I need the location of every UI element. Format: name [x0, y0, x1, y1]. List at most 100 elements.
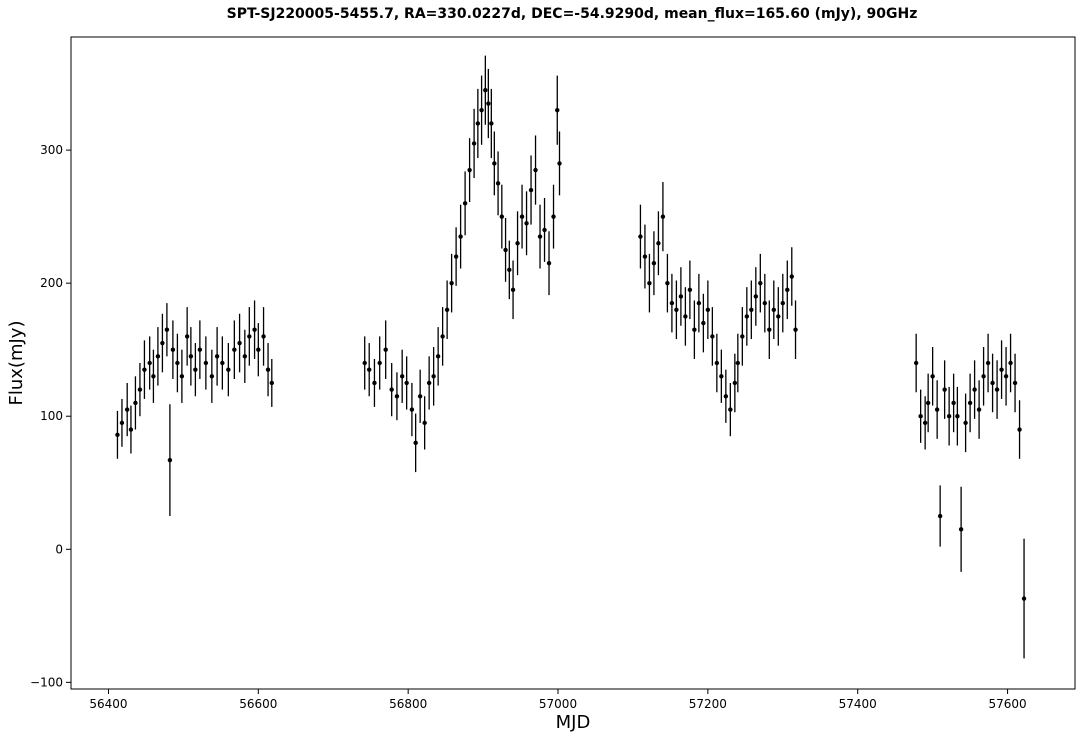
data-point: [749, 307, 754, 312]
data-point: [115, 432, 120, 438]
data-point: [483, 88, 488, 93]
y-tick-label: 200: [40, 276, 63, 290]
data-point: [170, 347, 176, 352]
data-point: [528, 187, 534, 193]
data-point: [976, 407, 982, 412]
x-tick-label: 57000: [539, 697, 577, 711]
data-point: [925, 400, 931, 406]
data-point: [780, 300, 785, 306]
y-tick-label: 0: [55, 542, 63, 556]
data-point: [537, 234, 543, 239]
data-point: [728, 407, 733, 412]
data-point: [372, 380, 377, 386]
data-point: [719, 374, 724, 379]
data-point: [193, 367, 198, 372]
data-point: [647, 280, 652, 286]
data-point: [124, 407, 130, 412]
data-point: [462, 201, 468, 206]
data-point: [426, 380, 432, 386]
y-tick-label: −100: [30, 675, 63, 689]
data-point: [776, 314, 781, 319]
data-point: [486, 101, 491, 106]
data-point: [220, 360, 225, 366]
data-point: [994, 387, 1000, 392]
data-point: [793, 327, 798, 332]
data-point: [951, 400, 956, 406]
data-point: [740, 334, 745, 339]
data-point: [913, 360, 919, 366]
data-point: [467, 167, 472, 173]
data-point: [934, 407, 940, 412]
data-point: [963, 420, 968, 426]
x-tick-label: 57200: [689, 697, 727, 711]
data-point: [967, 400, 973, 406]
data-point: [771, 307, 776, 312]
data-point: [1017, 427, 1022, 432]
data-point: [918, 414, 923, 419]
data-point: [155, 354, 161, 359]
data-point: [930, 374, 935, 379]
data-point: [413, 440, 418, 446]
data-point: [237, 340, 242, 346]
data-point: [167, 457, 173, 463]
data-point: [440, 334, 445, 339]
data-point: [409, 407, 415, 412]
data-point: [475, 121, 481, 126]
data-point: [665, 280, 670, 286]
data-point: [519, 214, 525, 219]
data-point: [399, 374, 405, 379]
data-point: [533, 167, 538, 173]
data-point: [197, 347, 203, 352]
data-point: [705, 307, 711, 312]
data-point: [209, 374, 215, 379]
data-point: [1021, 596, 1027, 601]
x-axis-label: MJD: [556, 712, 591, 733]
data-point: [164, 327, 170, 332]
data-point: [435, 354, 441, 359]
data-point: [261, 334, 266, 339]
data-point: [431, 374, 436, 379]
data-point: [458, 234, 463, 239]
data-point: [422, 420, 427, 426]
data-point: [955, 414, 960, 419]
x-tick-label: 56800: [389, 697, 427, 711]
data-point: [495, 181, 501, 186]
data-point: [175, 360, 180, 366]
data-point: [151, 374, 156, 379]
data-point: [937, 513, 943, 519]
data-point: [651, 261, 657, 266]
data-point: [232, 347, 237, 352]
x-tick-label: 57600: [988, 697, 1026, 711]
data-point: [226, 367, 231, 372]
data-point: [981, 374, 986, 379]
data-point: [1003, 374, 1009, 379]
data-point: [492, 161, 497, 166]
data-point: [555, 107, 560, 113]
x-tick-label: 56600: [239, 697, 277, 711]
data-point: [660, 214, 666, 219]
data-point: [542, 227, 547, 233]
data-point: [404, 380, 409, 386]
data-point: [758, 280, 763, 286]
data-point: [710, 334, 715, 339]
data-point: [789, 274, 794, 279]
data-point: [922, 420, 928, 426]
data-point: [762, 300, 768, 306]
data-point: [990, 380, 995, 386]
data-point: [701, 320, 706, 326]
data-point: [449, 280, 454, 286]
data-point: [214, 354, 220, 359]
data-point: [678, 294, 684, 299]
data-point: [942, 387, 947, 392]
data-point: [499, 214, 505, 219]
data-points: [115, 55, 1027, 659]
x-tick-label: 57400: [839, 697, 877, 711]
data-point: [489, 121, 494, 126]
data-point: [119, 420, 125, 426]
chart-title: SPT-SJ220005-5455.7, RA=330.0227d, DEC=-…: [227, 6, 918, 22]
y-axis: −100 0 100 200 300: [30, 143, 71, 689]
data-point: [1012, 380, 1018, 386]
y-tick-label: 100: [40, 409, 63, 423]
data-point: [557, 161, 562, 166]
data-point: [714, 360, 720, 366]
